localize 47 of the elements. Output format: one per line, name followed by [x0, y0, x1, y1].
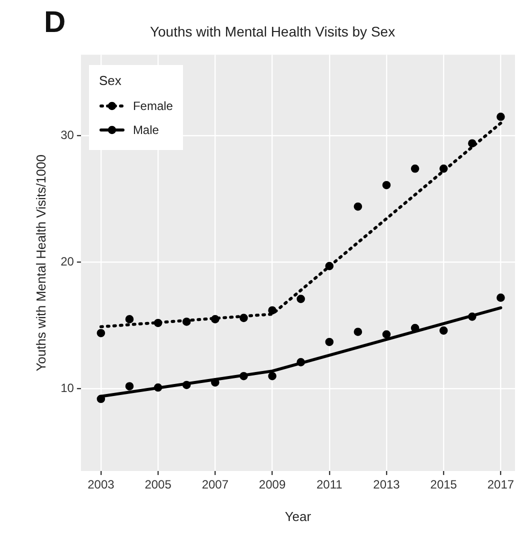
- point: [182, 318, 191, 326]
- y-tick-label: 30: [60, 128, 74, 142]
- point: [382, 180, 391, 190]
- text: D: [44, 6, 66, 40]
- x-tick-label: 2009: [258, 478, 286, 492]
- point: [182, 380, 191, 390]
- y-tick-label: 10: [60, 381, 74, 396]
- y-tick-label: 20: [60, 254, 74, 269]
- point: [468, 139, 476, 148]
- point: [325, 338, 334, 346]
- point: [382, 330, 391, 339]
- point: [296, 358, 305, 366]
- y-axis-title: Youths with Mental Health Visits/1000: [33, 154, 48, 372]
- point: [240, 314, 248, 322]
- point: [240, 372, 248, 380]
- x-tick-label: 2011: [316, 478, 343, 492]
- point: [468, 312, 476, 321]
- legend-title: Sex: [98, 72, 122, 88]
- point: [96, 394, 106, 404]
- legend-label: Female: [132, 98, 173, 113]
- point: [296, 294, 305, 304]
- x-tick-label: 2013: [373, 478, 400, 492]
- legend-label: Male: [132, 122, 159, 137]
- point: [125, 382, 134, 390]
- point: [410, 164, 420, 173]
- point: [439, 164, 448, 173]
- point: [354, 328, 362, 336]
- x-tick-label: 2007: [202, 478, 229, 492]
- point: [439, 326, 448, 335]
- point: [211, 315, 220, 324]
- point: [496, 294, 505, 302]
- point: [125, 315, 134, 324]
- point: [325, 262, 334, 270]
- point: [154, 383, 162, 392]
- point: [268, 372, 276, 380]
- point: [96, 328, 106, 338]
- point: [211, 378, 220, 387]
- x-axis-title: Year: [284, 508, 312, 524]
- x-tick-label: 2017: [487, 478, 514, 492]
- point: [496, 112, 505, 121]
- point: [354, 202, 362, 211]
- x-tick-label: 2003: [88, 478, 115, 492]
- chart-title: Youths with Mental Health Visits by Sex: [150, 23, 396, 40]
- x-tick-label: 2015: [430, 478, 458, 492]
- x-tick-label: 2005: [144, 478, 172, 492]
- point: [268, 306, 276, 314]
- point: [154, 318, 162, 328]
